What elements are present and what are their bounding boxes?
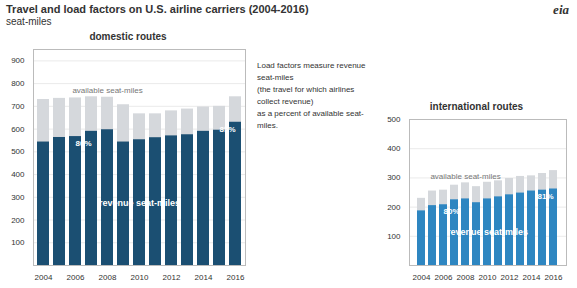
- svg-text:600: 600: [11, 125, 25, 134]
- svg-text:200: 200: [11, 216, 25, 225]
- svg-text:2012: 2012: [163, 273, 181, 282]
- svg-text:400: 400: [11, 170, 25, 179]
- svg-text:500: 500: [387, 115, 401, 124]
- svg-text:500: 500: [11, 147, 25, 156]
- html-text:Load factors measure revenue s: Load factors measure revenue seat-miles …: [257, 61, 366, 130]
- svg-text:80%: 80%: [76, 139, 92, 148]
- svg-text:80%: 80%: [444, 207, 460, 216]
- svg-text:81%: 81%: [537, 192, 553, 201]
- svg-text:100: 100: [11, 238, 25, 247]
- svg-text:85%: 85%: [219, 125, 235, 134]
- svg-text:available seat-miles: available seat-miles: [430, 172, 500, 181]
- svg-text:2004: 2004: [413, 273, 431, 282]
- svg-text:available seat-miles: available seat-miles: [72, 86, 142, 95]
- svg-text:2014: 2014: [523, 273, 541, 282]
- svg-text:2006: 2006: [435, 273, 453, 282]
- html-text:eia: eia: [553, 2, 569, 17]
- svg-text:700: 700: [11, 102, 25, 111]
- svg-text:200: 200: [387, 203, 401, 212]
- svg-text:300: 300: [387, 173, 401, 182]
- svg-text:revenue seat-miles: revenue seat-miles: [447, 227, 528, 237]
- svg-text:900: 900: [11, 56, 25, 65]
- svg-text:300: 300: [11, 193, 25, 202]
- svg-text:revenue seat-miles: revenue seat-miles: [99, 198, 180, 208]
- svg-text:2008: 2008: [457, 273, 475, 282]
- svg-text:2008: 2008: [99, 273, 117, 282]
- svg-text:2016: 2016: [545, 273, 563, 282]
- html-text:Travel and load factors on U.S: Travel and load factors on U.S. airline …: [6, 3, 309, 15]
- html-text:seat-miles: seat-miles: [6, 16, 52, 27]
- html-text:international routes: international routes: [429, 101, 524, 112]
- html-text:domestic routes: domestic routes: [89, 31, 167, 42]
- svg-text:2010: 2010: [131, 273, 149, 282]
- svg-text:2016: 2016: [227, 273, 245, 282]
- svg-text:400: 400: [387, 144, 401, 153]
- svg-text:2012: 2012: [501, 273, 519, 282]
- svg-text:2004: 2004: [35, 273, 53, 282]
- svg-text:100: 100: [387, 232, 401, 241]
- svg-text:2010: 2010: [479, 273, 497, 282]
- svg-text:2006: 2006: [67, 273, 85, 282]
- svg-text:2014: 2014: [195, 273, 213, 282]
- svg-text:800: 800: [11, 79, 25, 88]
